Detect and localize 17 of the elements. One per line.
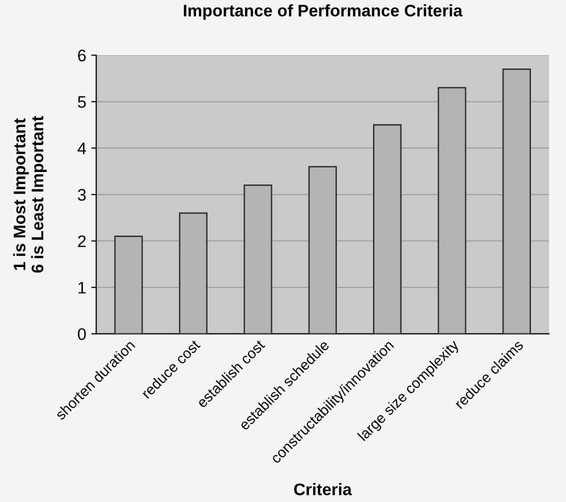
y-tick-label: 6 [78, 50, 86, 62]
bar [373, 124, 402, 334]
bar [308, 166, 337, 334]
bar [438, 87, 466, 334]
y-tick-label: 3 [78, 188, 86, 201]
bar [244, 184, 272, 334]
chart-title: Importance of Performance Criteria [184, 4, 463, 20]
y-axis-title: 1 is Most Important 6 is Least Important [13, 116, 47, 273]
x-axis-title: Criteria [294, 483, 352, 496]
y-tick-label: 1 [78, 282, 86, 294]
y-tick-label: 5 [78, 96, 86, 108]
bar [114, 236, 143, 334]
y-tick-label: 2 [78, 235, 86, 247]
bar [502, 68, 531, 334]
y-tick-label: 4 [78, 142, 86, 154]
y-tick-label: 0 [78, 328, 86, 340]
bar [178, 212, 208, 334]
